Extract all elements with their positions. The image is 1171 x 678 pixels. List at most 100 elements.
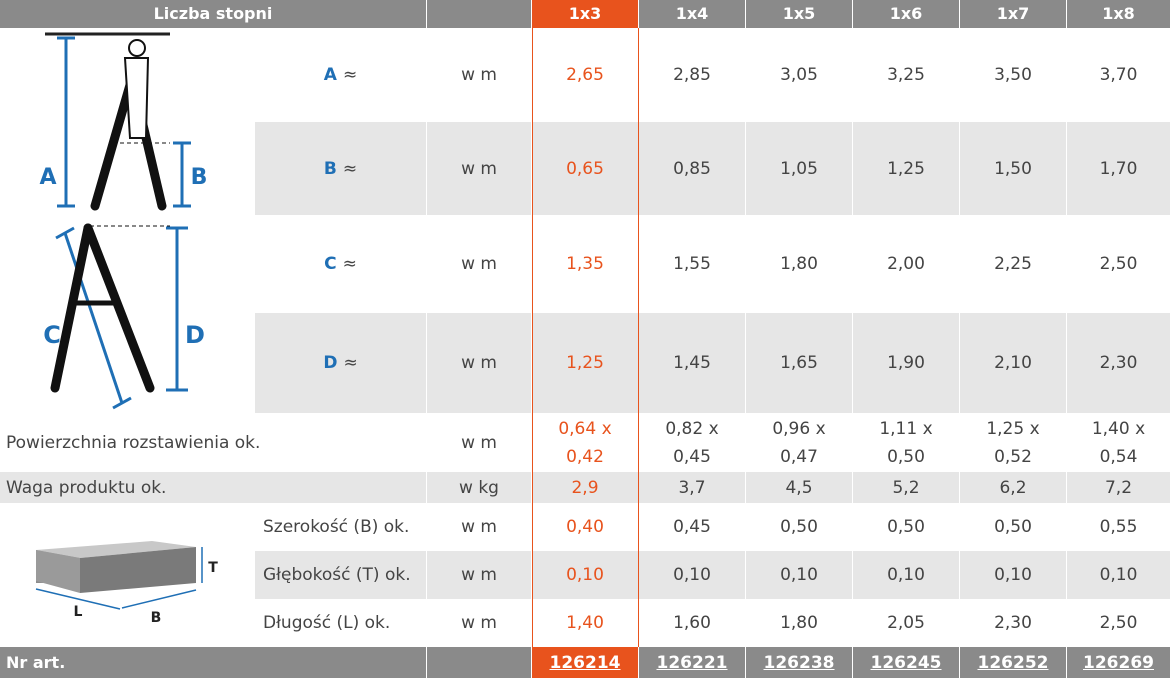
box-diagram: T L B (35, 541, 218, 626)
value: 0,10 (566, 565, 604, 585)
value: 2,85 (673, 65, 711, 85)
value-cell: 0,50 (746, 503, 853, 551)
column-header: 1x5 (782, 4, 816, 23)
article-number: 126269 (1083, 652, 1154, 673)
footer-cell: 126221 (639, 647, 746, 678)
article-number: 126252 (977, 652, 1049, 673)
value: 1,40 (566, 613, 604, 633)
diagram-label: C (43, 321, 61, 349)
footer-cell: 126238 (746, 647, 853, 678)
column-header: 1x7 (996, 4, 1030, 23)
value-line: 0,96 x (772, 418, 826, 439)
row-label-text: Szerokość (B) ok. (263, 517, 410, 537)
value: 0,65 (566, 158, 604, 179)
value-cell: 0,10 (639, 551, 746, 599)
value-cell: 1,70 (1067, 122, 1171, 215)
value-cell: 2,85 (639, 28, 746, 122)
unit: w m (461, 158, 497, 179)
value: 1,60 (673, 613, 711, 633)
value-cell: 1,65 (746, 313, 853, 413)
diagram-label: L (74, 604, 83, 620)
value: 1,50 (994, 158, 1032, 179)
value: 3,05 (780, 65, 818, 85)
value: 2,30 (994, 613, 1032, 633)
value-cell: 1,60 (639, 599, 746, 647)
header-cell (427, 0, 532, 28)
value: 2,50 (1099, 254, 1138, 274)
dimension-letter: C (324, 254, 337, 274)
value-line: 0,50 (887, 446, 925, 467)
row-label-text: Waga produktu ok. (6, 477, 167, 498)
value: 0,55 (1099, 517, 1138, 537)
article-number: 126214 (549, 652, 621, 673)
value: 4,5 (785, 477, 813, 498)
value: 2,50 (1099, 613, 1138, 633)
approx-sign: ≈ (342, 65, 358, 85)
value: 1,05 (780, 158, 818, 179)
value-cell: 0,10 (532, 551, 639, 599)
value-cell: 0,50 (960, 503, 1067, 551)
diagram-label: T (208, 560, 218, 576)
unit-cell: w m (427, 313, 532, 413)
value-cell: 0,65 (532, 122, 639, 215)
unit-cell: w m (427, 28, 532, 122)
value: 2,30 (1099, 353, 1138, 373)
value-cell: 2,30 (1067, 313, 1171, 413)
value-cell: 1,90 (853, 313, 960, 413)
value: 0,50 (780, 517, 818, 537)
value: 1,80 (780, 254, 818, 274)
value-cell: 5,2 (853, 472, 960, 503)
value-cell: 1,25 (853, 122, 960, 215)
value-line: 0,54 (1099, 446, 1138, 467)
value-cell: 1,35 (532, 215, 639, 313)
value: 1,25 (566, 353, 604, 373)
value-cell: 3,7 (639, 472, 746, 503)
footer-cell (427, 647, 532, 678)
value-line: 1,11 x (879, 418, 933, 439)
value: 2,65 (566, 65, 604, 85)
unit-cell: w m (427, 503, 532, 551)
footer-cell: 126252 (960, 647, 1067, 678)
value-cell: 0,40 (532, 503, 639, 551)
value-cell: 1,55 (639, 215, 746, 313)
value: 3,25 (887, 65, 925, 85)
value: 1,70 (1099, 158, 1138, 179)
diagram-label: B (151, 610, 162, 626)
value: 1,90 (887, 353, 925, 373)
value: 0,10 (673, 565, 711, 585)
value-cell: 3,70 (1067, 28, 1171, 122)
row-label: Szerokość (B) ok. (255, 503, 427, 551)
value-line: 0,64 x (558, 418, 612, 439)
value: 6,2 (999, 477, 1027, 498)
value-cell: 0,50 (853, 503, 960, 551)
unit: w m (461, 613, 497, 633)
value: 1,80 (780, 613, 818, 633)
value: 5,2 (892, 477, 920, 498)
unit: w m (461, 254, 497, 274)
value: 1,25 (887, 158, 925, 179)
row-label-text: Długość (L) ok. (263, 613, 391, 633)
approx-sign: ≈ (343, 353, 358, 373)
ladder-diagram: A B C D (39, 32, 207, 410)
row-label: A ≈ (255, 28, 427, 122)
unit: w m (461, 432, 497, 453)
value-line: 1,40 x (1091, 418, 1146, 439)
value-line: 0,82 x (665, 418, 719, 439)
value-cell: 1,05 (746, 122, 853, 215)
row-label: Długość (L) ok. (255, 599, 427, 647)
article-number: 126238 (763, 652, 835, 673)
value-cell: 0,82 x 0,45 (639, 413, 746, 472)
column-header: 1x6 (889, 4, 923, 23)
value-cell: 2,9 (532, 472, 639, 503)
value-cell: 0,64 x 0,42 (532, 413, 639, 472)
value-cell: 1,45 (639, 313, 746, 413)
approx-sign: ≈ (342, 254, 357, 274)
value-cell: 2,00 (853, 215, 960, 313)
value: 2,05 (887, 613, 925, 633)
value-cell: 0,45 (639, 503, 746, 551)
header-label: Liczba stopni (153, 4, 273, 23)
approx-sign: ≈ (342, 158, 358, 179)
diagram-label: A (39, 165, 56, 190)
header-cell: 1x4 (639, 0, 746, 28)
value: 0,40 (566, 517, 604, 537)
